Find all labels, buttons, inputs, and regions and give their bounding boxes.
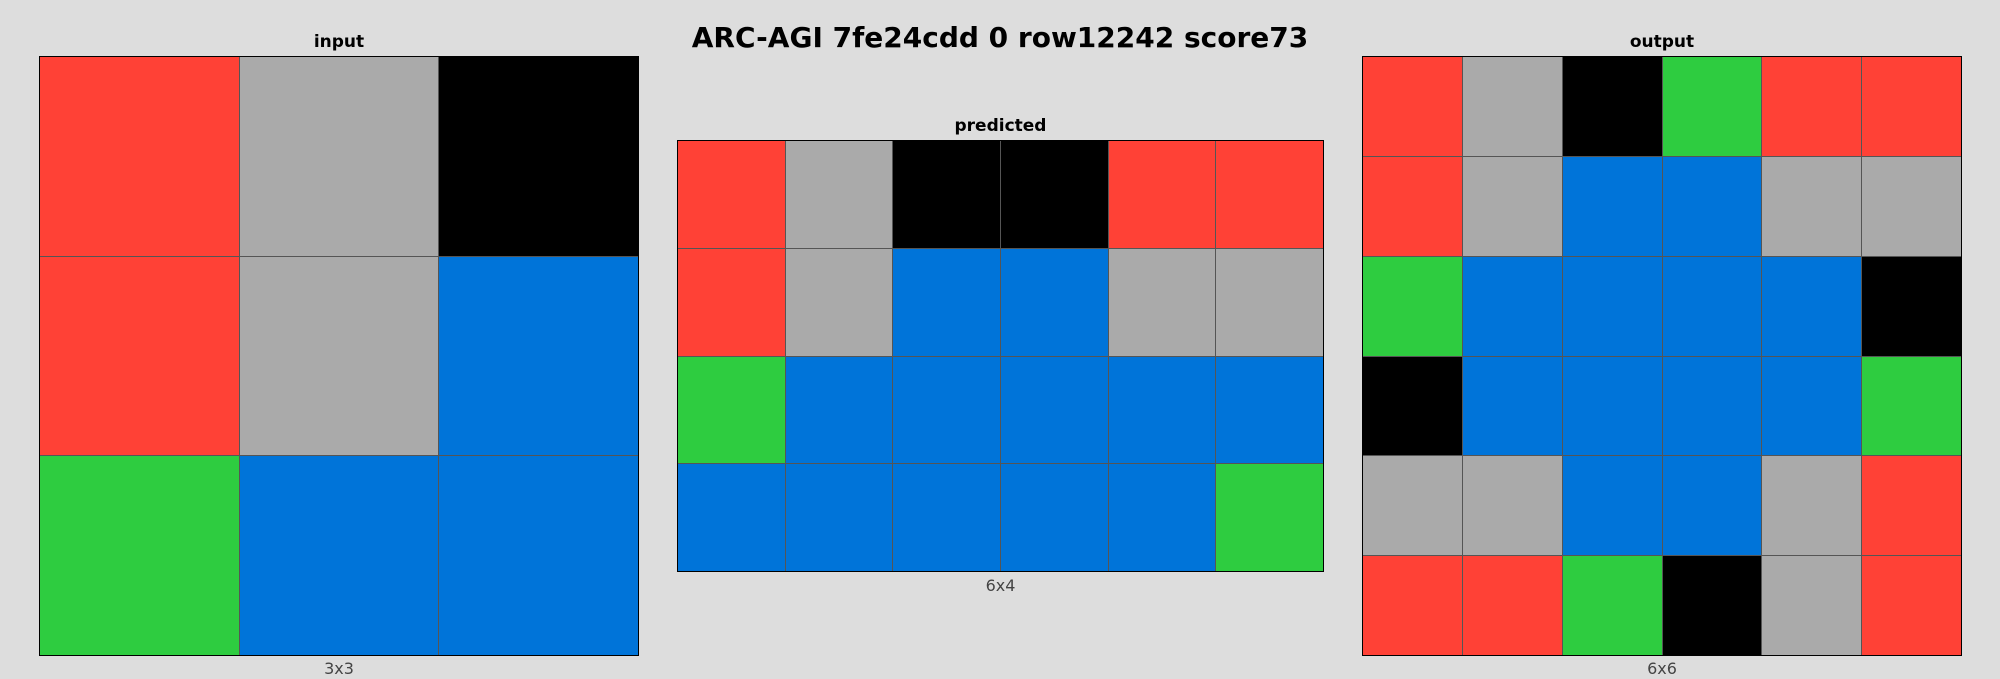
grid-cell bbox=[1662, 57, 1762, 156]
grid-cell bbox=[1363, 57, 1462, 156]
input-dimensions-label: 3x3 bbox=[324, 659, 354, 678]
grid-cell bbox=[239, 256, 439, 456]
grid-cell bbox=[1462, 156, 1562, 256]
grid-cell bbox=[678, 356, 785, 464]
grid-cell bbox=[893, 356, 1000, 464]
grid-cell bbox=[1862, 57, 1961, 156]
grid-cell bbox=[1108, 356, 1216, 464]
predicted-panel-title: predicted bbox=[954, 116, 1047, 136]
grid-cell bbox=[1462, 356, 1562, 456]
grid-cell bbox=[1216, 141, 1323, 248]
grid-cell bbox=[1662, 356, 1762, 456]
predicted-dimensions-label: 6x4 bbox=[985, 576, 1016, 595]
grid-cell bbox=[239, 57, 439, 256]
grid-cell bbox=[40, 456, 239, 655]
grid-cell bbox=[1662, 456, 1762, 556]
input-grid bbox=[39, 56, 639, 656]
grid-cell bbox=[1363, 556, 1462, 655]
grid-cell bbox=[1762, 57, 1862, 156]
grid-cell bbox=[1462, 256, 1562, 356]
output-grid bbox=[1362, 56, 1962, 656]
grid-cell bbox=[678, 464, 785, 571]
grid-cell bbox=[1108, 464, 1216, 571]
grid-cell bbox=[1762, 456, 1862, 556]
output-dimensions-label: 6x6 bbox=[1647, 659, 1677, 678]
grid-cell bbox=[1862, 156, 1961, 256]
grid-cell bbox=[1562, 356, 1662, 456]
grid-cell bbox=[1562, 456, 1662, 556]
grid-cell bbox=[1216, 248, 1323, 356]
grid-cell bbox=[785, 141, 893, 248]
grid-cell bbox=[1762, 356, 1862, 456]
grid-cell bbox=[1363, 256, 1462, 356]
grid-cell bbox=[1000, 248, 1108, 356]
grid-cell bbox=[1762, 156, 1862, 256]
grid-cell bbox=[1216, 464, 1323, 571]
grid-cell bbox=[678, 141, 785, 248]
grid-cell bbox=[239, 456, 439, 655]
grid-cell bbox=[1216, 356, 1323, 464]
grid-cell bbox=[1462, 556, 1562, 655]
grid-cell bbox=[1462, 456, 1562, 556]
grid-cell bbox=[785, 464, 893, 571]
page-title: ARC-AGI 7fe24cdd 0 row12242 score73 bbox=[691, 21, 1309, 54]
grid-cell bbox=[1363, 456, 1462, 556]
grid-cell bbox=[678, 248, 785, 356]
input-panel-title: input bbox=[313, 32, 365, 52]
grid-cell bbox=[1000, 464, 1108, 571]
grid-cell bbox=[893, 248, 1000, 356]
grid-cell bbox=[1662, 156, 1762, 256]
grid-cell bbox=[439, 456, 638, 655]
grid-cell bbox=[785, 248, 893, 356]
grid-cell bbox=[1662, 256, 1762, 356]
output-panel-title: output bbox=[1629, 32, 1695, 52]
grid-cell bbox=[1862, 356, 1961, 456]
grid-cell bbox=[1762, 256, 1862, 356]
grid-cell bbox=[1363, 156, 1462, 256]
grid-cell bbox=[1862, 456, 1961, 556]
grid-cell bbox=[785, 356, 893, 464]
grid-cell bbox=[1562, 256, 1662, 356]
grid-cell bbox=[40, 256, 239, 456]
grid-cell bbox=[1462, 57, 1562, 156]
grid-cell bbox=[439, 57, 638, 256]
grid-cell bbox=[1862, 256, 1961, 356]
grid-cell bbox=[1862, 556, 1961, 655]
grid-cell bbox=[893, 141, 1000, 248]
grid-cell bbox=[1000, 141, 1108, 248]
grid-cell bbox=[1662, 556, 1762, 655]
grid-cell bbox=[893, 464, 1000, 571]
grid-cell bbox=[1562, 556, 1662, 655]
grid-cell bbox=[1562, 156, 1662, 256]
grid-cell bbox=[1108, 141, 1216, 248]
grid-cell bbox=[439, 256, 638, 456]
grid-cell bbox=[1000, 356, 1108, 464]
grid-cell bbox=[1762, 556, 1862, 655]
predicted-grid bbox=[677, 140, 1324, 572]
grid-cell bbox=[40, 57, 239, 256]
grid-cell bbox=[1108, 248, 1216, 356]
grid-cell bbox=[1562, 57, 1662, 156]
grid-cell bbox=[1363, 356, 1462, 456]
